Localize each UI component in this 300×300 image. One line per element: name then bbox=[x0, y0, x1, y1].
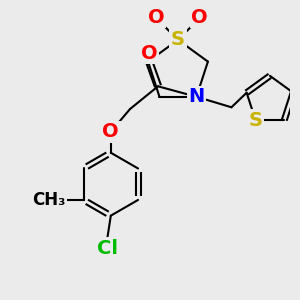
Text: O: O bbox=[103, 122, 119, 141]
Text: CH₃: CH₃ bbox=[32, 191, 65, 209]
Text: O: O bbox=[141, 44, 158, 63]
Text: O: O bbox=[148, 8, 165, 27]
Text: N: N bbox=[188, 87, 205, 106]
Text: Cl: Cl bbox=[97, 239, 118, 258]
Text: S: S bbox=[171, 30, 185, 50]
Text: S: S bbox=[248, 111, 262, 130]
Text: O: O bbox=[191, 8, 208, 27]
